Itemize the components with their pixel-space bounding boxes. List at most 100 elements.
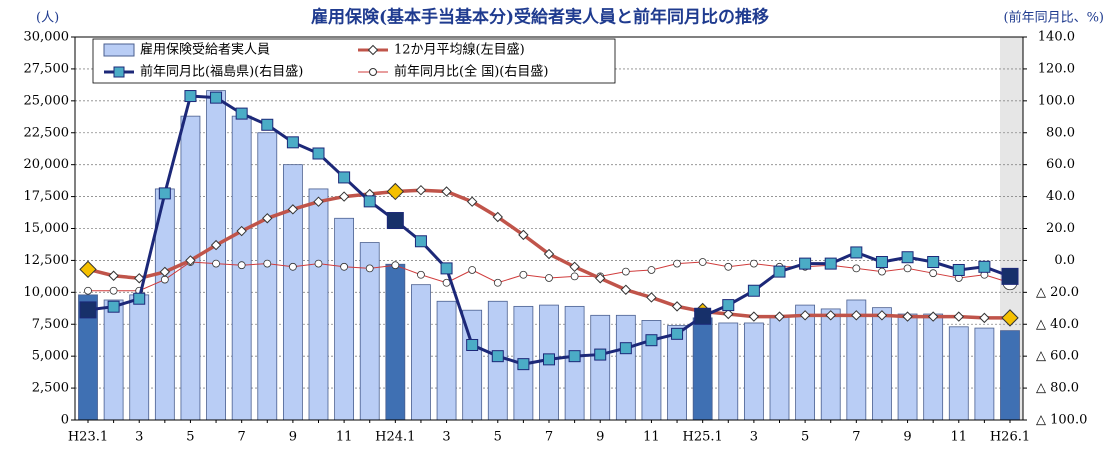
y-tick-label: 27,500 <box>24 61 70 76</box>
y-tick-label: 7,500 <box>32 317 69 332</box>
diamond-marker <box>876 310 888 321</box>
diamond-marker <box>518 229 529 241</box>
square-marker <box>235 107 248 120</box>
square-marker <box>338 171 351 184</box>
square-marker <box>312 147 325 160</box>
bar <box>564 305 585 421</box>
circle-marker <box>84 286 92 295</box>
diamond-marker <box>902 311 913 322</box>
square-marker <box>952 263 965 276</box>
square-marker <box>722 299 735 312</box>
diamond-marker <box>774 311 785 322</box>
circle-marker <box>109 286 118 295</box>
x-tick-label: 11 <box>951 430 968 445</box>
square-marker <box>491 350 504 363</box>
circle-marker <box>621 267 630 276</box>
diamond-marker <box>338 191 350 202</box>
diamond-marker <box>569 261 580 273</box>
diamond-marker <box>927 311 939 322</box>
circle-marker <box>365 264 374 273</box>
x-tick-label: 9 <box>903 430 911 445</box>
x-tick-label: H26.1 <box>990 430 1030 445</box>
diamond-marker <box>543 248 555 260</box>
x-tick-label: 7 <box>238 430 246 445</box>
bar <box>974 327 995 421</box>
bar <box>180 115 201 421</box>
diamond-marker <box>979 312 990 324</box>
circle-marker <box>237 261 246 270</box>
bar <box>334 217 355 421</box>
y2-tick-label: △ 60.0 <box>1036 349 1079 364</box>
square-marker <box>107 300 120 313</box>
y2-tick-label: 40.0 <box>1046 189 1075 204</box>
square-marker <box>978 260 991 273</box>
square-marker <box>184 90 197 103</box>
y-tick-label: 5,000 <box>32 349 69 364</box>
diamond-marker <box>492 211 503 223</box>
bar <box>206 90 226 421</box>
x-tick-label: 11 <box>336 430 353 445</box>
square-marker <box>210 91 223 104</box>
bar <box>948 326 969 421</box>
y-tick-label: 22,500 <box>24 125 70 140</box>
square-marker <box>1001 267 1019 285</box>
diamond-marker <box>646 292 657 303</box>
bar <box>411 284 431 421</box>
y2-tick-label: 60.0 <box>1046 157 1075 172</box>
circle-marker <box>724 262 733 271</box>
square-marker <box>543 353 555 366</box>
circle-marker <box>314 259 323 268</box>
y-tick-label: 17,500 <box>24 189 70 204</box>
y2-tick-label: 80.0 <box>1046 125 1075 140</box>
diamond-marker <box>262 213 273 224</box>
y2-tick-label: 120.0 <box>1038 61 1075 76</box>
legend-marker <box>369 68 377 76</box>
diamond-marker <box>415 184 427 196</box>
circle-marker <box>647 266 656 274</box>
diamond-marker <box>236 225 247 237</box>
y-tick-label: 15,000 <box>24 221 70 236</box>
circle-marker <box>263 259 272 268</box>
diamond-marker <box>210 239 222 251</box>
circle-marker <box>698 258 707 266</box>
left-unit: (人) <box>36 11 59 26</box>
bar <box>692 317 713 421</box>
square-marker <box>79 301 97 319</box>
diamond-marker <box>953 311 964 322</box>
square-marker <box>619 342 632 355</box>
square-marker <box>901 251 914 264</box>
x-tick-label: 5 <box>494 430 502 445</box>
x-tick-label: 5 <box>801 430 809 445</box>
circle-marker <box>417 270 425 279</box>
square-marker <box>568 350 581 363</box>
square-marker <box>386 212 404 230</box>
square-marker <box>414 235 427 248</box>
y-tick-label: 30,000 <box>24 30 70 45</box>
bar <box>257 132 278 421</box>
x-tick-label: H25.1 <box>683 430 723 445</box>
circle-marker <box>749 259 758 268</box>
bar <box>615 314 636 421</box>
bar <box>795 304 816 421</box>
diamond-marker <box>185 255 196 266</box>
x-tick-label: 3 <box>750 430 758 445</box>
bar <box>718 322 739 421</box>
circle-marker <box>493 278 502 287</box>
diamond-marker <box>287 204 299 215</box>
diamond-marker <box>313 196 324 207</box>
bar <box>308 188 329 421</box>
circle-marker <box>570 272 579 281</box>
circle-marker <box>212 259 220 268</box>
y-tick-label: 2,500 <box>32 381 69 396</box>
x-tick-label: H24.1 <box>375 430 415 445</box>
y-tick-label: 25,000 <box>24 93 70 108</box>
bar <box>897 313 918 421</box>
circle-marker <box>545 274 553 282</box>
bar <box>1000 330 1020 421</box>
x-tick-label: 9 <box>289 430 297 445</box>
diamond-marker <box>799 310 811 321</box>
diamond-marker <box>851 310 862 321</box>
legend-swatch <box>103 43 135 57</box>
bar <box>923 313 944 421</box>
